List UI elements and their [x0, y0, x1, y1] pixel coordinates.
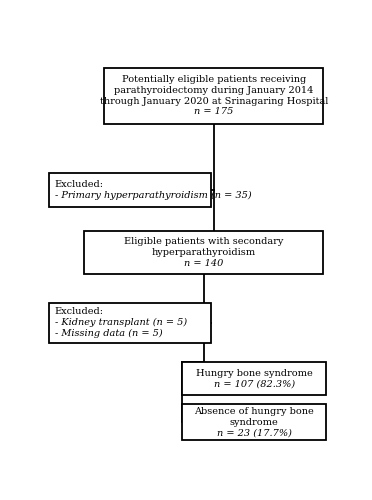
FancyBboxPatch shape: [84, 232, 323, 274]
Text: n = 140: n = 140: [184, 259, 223, 268]
FancyBboxPatch shape: [182, 404, 326, 440]
FancyBboxPatch shape: [104, 68, 323, 124]
Text: hyperparathyroidism: hyperparathyroidism: [151, 248, 256, 257]
Text: n = 107 (82.3%): n = 107 (82.3%): [214, 380, 295, 388]
Text: - Primary hyperparathyroidism (n = 35): - Primary hyperparathyroidism (n = 35): [55, 191, 251, 200]
Text: n = 23 (17.7%): n = 23 (17.7%): [217, 428, 292, 438]
Text: through January 2020 at Srinagaring Hospital: through January 2020 at Srinagaring Hosp…: [100, 96, 328, 106]
FancyBboxPatch shape: [182, 362, 326, 395]
Text: Excluded:: Excluded:: [55, 180, 103, 189]
FancyBboxPatch shape: [49, 302, 211, 343]
Text: syndrome: syndrome: [230, 418, 279, 426]
Text: Hungry bone syndrome: Hungry bone syndrome: [196, 368, 312, 378]
Text: Eligible patients with secondary: Eligible patients with secondary: [124, 237, 283, 246]
Text: Potentially eligible patients receiving: Potentially eligible patients receiving: [122, 75, 306, 84]
Text: - Missing data (n = 5): - Missing data (n = 5): [55, 329, 162, 338]
Text: - Kidney transplant (n = 5): - Kidney transplant (n = 5): [55, 318, 187, 328]
Text: n = 175: n = 175: [194, 108, 233, 116]
Text: Absence of hungry bone: Absence of hungry bone: [194, 407, 314, 416]
FancyBboxPatch shape: [49, 173, 211, 207]
Text: Excluded:: Excluded:: [55, 308, 103, 316]
Text: parathyroidectomy during January 2014: parathyroidectomy during January 2014: [114, 86, 313, 94]
